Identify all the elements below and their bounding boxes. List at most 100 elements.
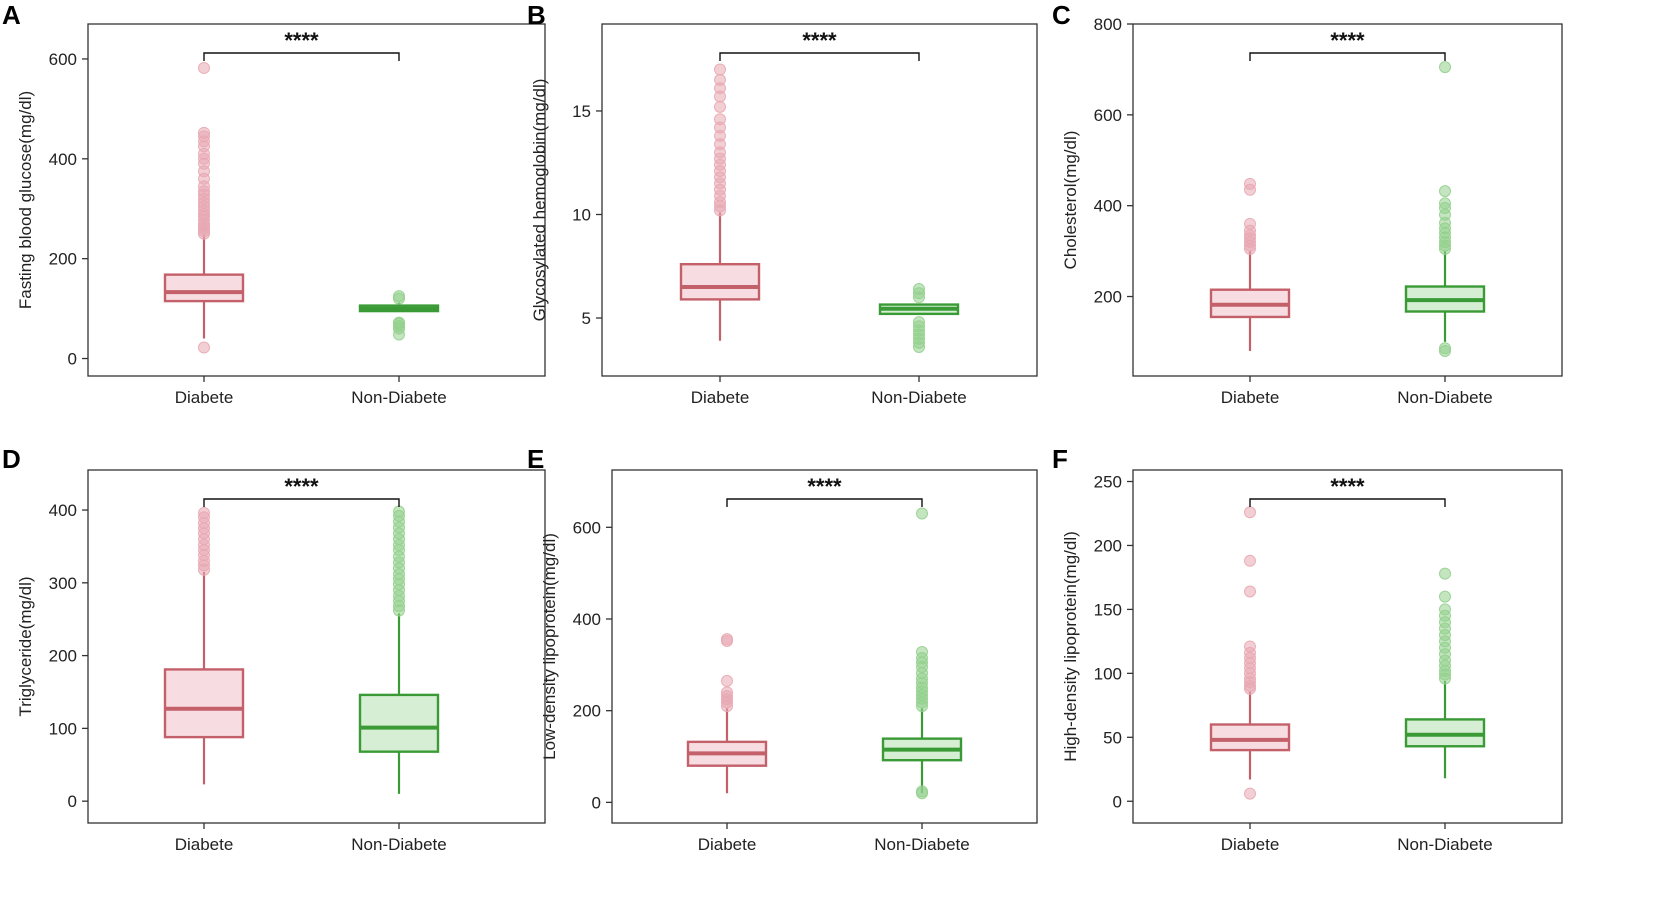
panel-letter: E [527,444,544,474]
outlier-point [916,646,928,659]
outlier-point [1244,585,1256,598]
box-non-diabete [358,290,440,341]
panel-d: D 0 100 200 300 400 Triglyceride(mg/dl) Diabete… [2,444,546,854]
panel-letter: D [2,444,21,474]
y-tick-label: 0 [68,350,77,369]
outlier-point [393,290,405,303]
outlier-point [721,633,733,646]
significance-label: **** [802,28,837,53]
y-tick-label: 100 [49,719,77,738]
outlier-point [1439,342,1451,355]
box-body [163,668,245,739]
x-tick-label: Diabete [175,388,234,407]
significance-bracket [1249,498,1446,507]
significance-label: **** [284,474,319,499]
y-tick-label: 200 [1094,288,1122,307]
outlier-point [913,316,925,329]
y-tick-label: 150 [1094,600,1122,619]
panel-letter: A [2,0,21,30]
box-diabete [686,633,768,794]
outlier-point [714,63,726,76]
box-non-diabete [1404,567,1486,779]
significance-label: **** [1330,474,1365,499]
x-tick-label: Diabete [1221,388,1280,407]
x-tick-label: Non-Diabete [1397,388,1492,407]
plot-frame [611,469,1038,824]
outlier-point [916,507,928,520]
panel-letter: C [1052,0,1071,30]
y-tick-label: 600 [49,50,77,69]
panel-letter: F [1052,444,1068,474]
outlier-point [721,686,733,699]
y-tick-label: 300 [49,574,77,593]
y-axis-label: Fasting blood glucose(mg/dl) [16,91,35,309]
box-diabete [1209,506,1291,800]
outlier-point [393,505,405,518]
x-tick-label: Diabete [691,388,750,407]
box-diabete [163,506,245,785]
y-tick-label: 400 [49,150,77,169]
y-axis-label: Cholesterol(mg/dl) [1061,131,1080,270]
outlier-point [1244,787,1256,800]
outlier-point [714,100,726,113]
x-tick-label: Diabete [698,835,757,854]
outlier-point [1439,185,1451,198]
x-tick-label: Non-Diabete [351,388,446,407]
outlier-point [1439,590,1451,603]
box-non-diabete [358,505,440,794]
y-tick-label: 200 [49,250,77,269]
box-body [358,693,440,753]
plot-frame [601,23,1038,377]
y-tick-label: 0 [1113,792,1122,811]
outlier-point [198,126,210,139]
box-diabete [1209,177,1291,352]
significance-label: **** [807,474,842,499]
y-tick-label: 0 [592,793,601,812]
box-diabete [679,63,761,341]
box-diabete [163,61,245,354]
panel-a: A 0 200 400 600 Fasting blood glucose(mg/dl) D… [2,0,546,407]
y-tick-label: 400 [49,501,77,520]
outlier-point [1244,554,1256,567]
box-body [163,273,245,303]
outlier-point [1244,177,1256,190]
box-non-diabete [878,283,960,354]
outlier-point [198,506,210,519]
panel-c: C 200 400 600 800 Cholesterol(mg/dl) Diabete No… [1052,0,1563,407]
y-axis-label: Glycosylated hemoglobin(mg/dl) [530,79,549,322]
y-tick-label: 600 [573,518,601,537]
outlier-point [721,674,733,687]
outlier-point [1244,217,1256,230]
y-axis-label: Triglyceride(mg/dl) [16,576,35,716]
outlier-point [916,785,928,798]
significance-bracket [1249,52,1446,61]
y-tick-label: 15 [572,102,591,121]
y-tick-label: 250 [1094,473,1122,492]
outlier-point [714,73,726,86]
outlier-point [198,61,210,74]
plot-frame [87,469,546,824]
y-tick-label: 0 [68,792,77,811]
x-tick-label: Diabete [175,835,234,854]
y-tick-label: 10 [572,205,591,224]
outlier-point [1439,603,1451,616]
outlier-point [1244,640,1256,653]
y-tick-label: 200 [573,702,601,721]
y-tick-label: 50 [1103,728,1122,747]
x-tick-label: Non-Diabete [351,835,446,854]
y-tick-label: 400 [1094,197,1122,216]
x-tick-label: Non-Diabete [1397,835,1492,854]
significance-bracket [726,498,923,507]
y-axis-label: Low-density lipoprotein(mg/dl) [540,533,559,760]
y-tick-label: 5 [582,309,591,328]
significance-label: **** [284,28,319,53]
x-tick-label: Non-Diabete [871,388,966,407]
x-tick-label: Non-Diabete [874,835,969,854]
y-axis-label: High-density lipoprotein(mg/dl) [1061,531,1080,762]
box-body [679,262,761,301]
box-body [1209,723,1291,752]
significance-label: **** [1330,28,1365,53]
outlier-point [913,283,925,296]
outlier-point [1244,506,1256,519]
